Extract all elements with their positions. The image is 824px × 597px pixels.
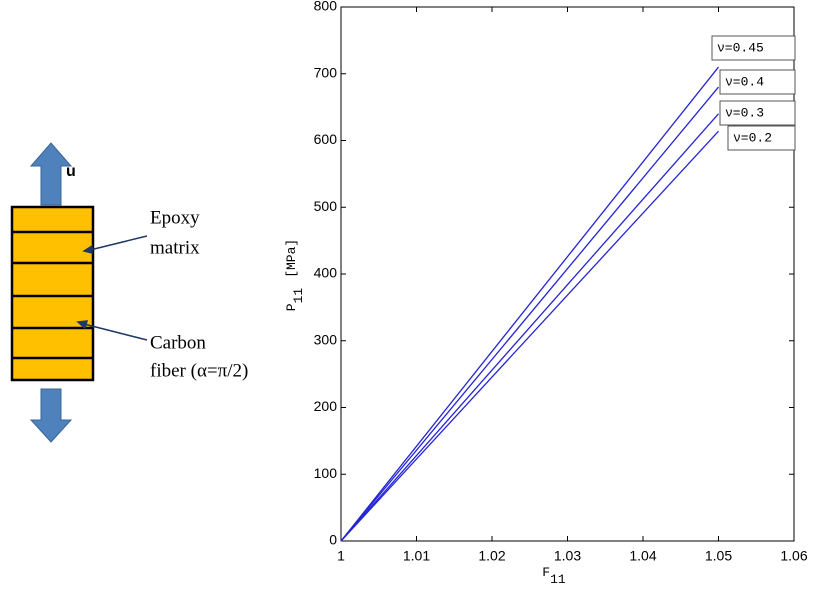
label-box bbox=[719, 69, 796, 95]
series-label: ν=0.4 bbox=[725, 74, 764, 89]
y-tick-label: 0 bbox=[329, 532, 337, 548]
fiber-label: fiber (α=π/2) bbox=[150, 360, 248, 381]
series-line bbox=[340, 86, 719, 542]
specimen-diagram: u Epoxy matrix Carbon fiber (α=π/2) bbox=[10, 142, 248, 443]
x-tick-label: 1.03 bbox=[554, 548, 581, 564]
arrow-up bbox=[29, 142, 73, 206]
load-label: u bbox=[66, 163, 76, 180]
y-unit: [MPa] bbox=[284, 239, 299, 278]
series-label: ν=0.2 bbox=[733, 130, 772, 145]
series-line bbox=[340, 66, 720, 542]
y-tick-label: 800 bbox=[314, 0, 338, 14]
label-box bbox=[719, 100, 796, 126]
y-tick-label: 600 bbox=[314, 131, 338, 147]
y-tick-label: 200 bbox=[314, 398, 338, 414]
series-line bbox=[340, 113, 719, 542]
specimen bbox=[10, 205, 95, 382]
label-box bbox=[711, 35, 796, 61]
y-axis-label: P11 [MPa] bbox=[284, 239, 306, 311]
series-label: ν=0.3 bbox=[725, 105, 764, 120]
label-box bbox=[727, 125, 796, 151]
x-tick-label: 1.04 bbox=[629, 548, 656, 564]
x-tick-label: 1.02 bbox=[478, 548, 505, 564]
y-tick-label: 100 bbox=[314, 465, 338, 481]
x-tick-label: 1.01 bbox=[403, 548, 430, 564]
y-tick-label: 500 bbox=[314, 198, 338, 214]
matrix-label: Epoxy bbox=[150, 207, 200, 228]
x-tick-label: 1.05 bbox=[705, 548, 732, 564]
series-line bbox=[340, 130, 719, 542]
pointers bbox=[76, 235, 148, 341]
y-tick-label: 400 bbox=[314, 265, 338, 281]
x-subscript: 11 bbox=[550, 572, 566, 587]
matrix-label: matrix bbox=[150, 237, 200, 258]
x-symbol: F bbox=[542, 565, 550, 580]
x-axis-label: F11 bbox=[542, 565, 566, 587]
fiber-label: Carbon bbox=[150, 332, 206, 353]
x-tick-label: 1 bbox=[337, 548, 345, 564]
arrow-down bbox=[29, 388, 73, 443]
x-tick-label: 1.06 bbox=[780, 548, 807, 564]
y-tick-label: 700 bbox=[314, 64, 338, 80]
y-symbol: P bbox=[284, 303, 299, 311]
y-tick-label: 300 bbox=[314, 331, 338, 347]
y-subscript: 11 bbox=[291, 288, 306, 304]
layer-lines bbox=[12, 230, 93, 360]
series-label: ν=0.45 bbox=[717, 40, 764, 55]
